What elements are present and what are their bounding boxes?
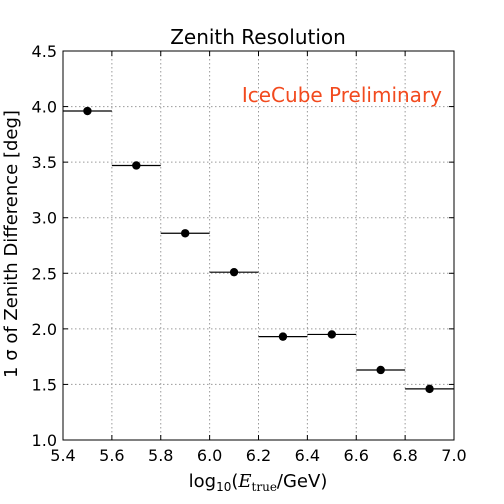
data-point: [83, 106, 92, 116]
data-point: [132, 161, 141, 170]
x-tick-label: 6.8: [392, 446, 417, 465]
x-axis-label-log-base: 10: [216, 480, 231, 494]
icecube-preliminary-annotation: IceCube Preliminary: [242, 83, 442, 107]
y-axis-label: 1 σ of Zenith Difference [deg]: [1, 110, 22, 378]
data-point: [180, 229, 190, 238]
x-axis-label-unit: /GeV): [277, 471, 327, 492]
y-tick-label: 1.5: [32, 375, 57, 394]
y-tick-label: 4.0: [32, 98, 57, 117]
x-axis-label-energy-sub: true: [252, 480, 277, 494]
axis-ticks: [62, 50, 455, 441]
x-tick-label: 6.6: [344, 446, 369, 465]
x-axis-label: log10(Etrue/GeV): [189, 471, 328, 494]
x-tick-label: 6.0: [197, 446, 222, 465]
x-tick-label: 7.0: [441, 446, 466, 465]
x-tick-labels: 5.4 5.6 5.8 6.0 6.2 6.4 6.6 6.8 7.0: [50, 446, 466, 465]
y-tick-label: 3.5: [32, 153, 57, 172]
x-tick-label: 6.2: [246, 446, 271, 465]
y-tick-label: 3.0: [32, 209, 57, 228]
data-points: [83, 106, 434, 394]
data-point: [425, 384, 434, 394]
x-tick-label: 5.4: [50, 446, 75, 465]
data-point: [376, 365, 385, 375]
x-axis-label-open-paren: (: [231, 471, 238, 492]
x-tick-label: 5.6: [99, 446, 124, 465]
y-tick-label: 2.5: [32, 264, 57, 283]
data-point: [229, 267, 239, 277]
x-axis-label-log: log: [189, 471, 216, 492]
x-axis-label-energy: E: [237, 471, 251, 492]
data-point: [327, 330, 337, 339]
y-tick-label: 2.0: [32, 320, 57, 339]
x-tick-label: 6.4: [295, 446, 320, 465]
grid-lines: [63, 51, 454, 440]
chart-title: Zenith Resolution: [170, 25, 346, 49]
y-tick-label: 1.0: [32, 431, 57, 450]
y-tick-labels: 1.0 1.5 2.0 2.5 3.0 3.5 4.0 4.5: [32, 42, 57, 450]
x-tick-label: 5.8: [148, 446, 173, 465]
data-point: [278, 332, 288, 341]
y-tick-label: 4.5: [32, 42, 57, 61]
